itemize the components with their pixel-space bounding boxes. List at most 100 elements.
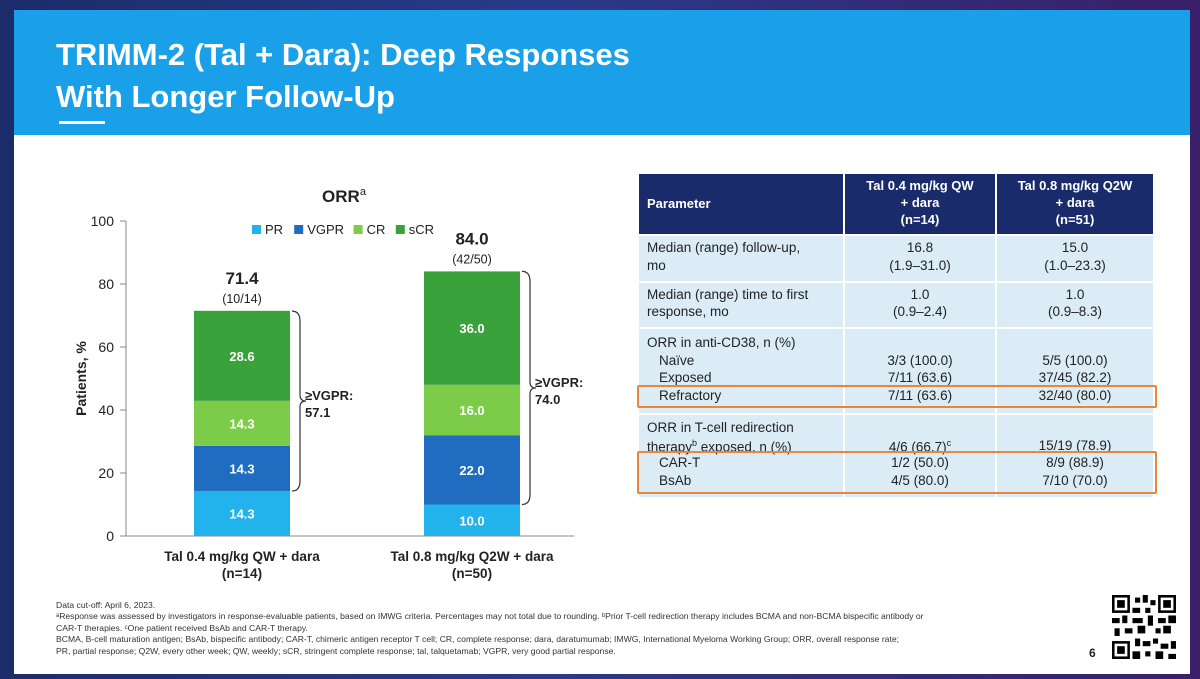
table-value-arm1: 16.8: [906, 240, 934, 255]
y-tick-label: 0: [106, 528, 114, 544]
group-arm1-cell: 16.8 (1.9–31.0): [845, 236, 995, 281]
bar-segment-scr: [194, 310, 290, 401]
table-param-label: Median (range) follow-up,: [647, 240, 801, 255]
title-line-2: With Longer Follow-Up: [56, 79, 395, 114]
x-category-n: (n=50): [452, 566, 492, 581]
table-value-arm1: 4/5 (80.0): [891, 472, 949, 488]
table-param-label: CAR-T: [659, 455, 701, 470]
group-param-cell: ORR in anti-CD38, n (%) Naïve Exposed Refra…: [639, 329, 843, 413]
bar-total-label: 84.0: [455, 229, 488, 248]
header-cell-arm-1: Tal 0.4 mg/kg QW + dara (n=14): [845, 174, 995, 234]
bar-segment-vgpr: [424, 435, 520, 505]
bar-segment-pr: [424, 504, 520, 536]
orr-stacked-bar-chart: ORRa PR VGPR CR sCR 0 20 40 60 80 100 Patients, % 14…: [73, 186, 583, 581]
footnotes: Data cut-off: April 6, 2023. ᵃResponse w…: [56, 600, 1076, 657]
group-arm1-cell: 4/6 (66.7)c 1/2 (50.0) 4/5 (80.0): [845, 415, 995, 497]
header-cell-parameter: Parameter: [639, 174, 843, 234]
footnote-a: ᵃResponse was assessed by investigators …: [56, 611, 924, 622]
y-tick-label: 60: [98, 339, 114, 355]
table-group-1: Median (range) follow-up, mo 16.8 (1.9–31.0…: [639, 236, 1155, 281]
title-line-1: TRIMM-2 (Tal + Dara): Deep Responses: [56, 37, 630, 72]
table-value-arm1: (0.9–2.4): [892, 304, 948, 319]
table-param-label: therapyb exposed, n (%): [647, 437, 792, 455]
legend-swatch-vgpr: [294, 225, 304, 234]
bar-total-label: 71.4: [225, 269, 259, 288]
header-arm-line: (n=14): [900, 212, 940, 227]
bar-segment-scr: [424, 271, 520, 385]
table-param-label: Naïve: [659, 352, 695, 368]
x-category-n: (n=14): [222, 566, 262, 581]
table-header-row: Parameter Tal 0.4 mg/kg QW + dara (n=14) Tal…: [639, 174, 1155, 234]
table-param-label: mo: [647, 257, 666, 273]
footnote-cutoff: Data cut-off: April 6, 2023.: [56, 600, 156, 610]
table-value-arm2: 15/19 (78.9): [1038, 437, 1112, 453]
x-category-label: Tal 0.4 mg/kg QW + dara: [164, 549, 320, 564]
y-tick-label: 80: [98, 276, 114, 292]
table-param-label: Median (range) time to first: [647, 286, 809, 302]
slide-title: TRIMM-2 (Tal + Dara): Deep Responses Wit…: [56, 34, 630, 118]
vgpr-label: ≥VGPR:: [535, 375, 583, 390]
table-group-2: Median (range) time to first response, mo…: [639, 283, 1155, 327]
group-param-cell: ORR in T-cell redirection therapyb expose…: [639, 415, 843, 497]
highlight-cart-bsab-rows: [637, 451, 1157, 494]
legend-swatch-scr: [395, 225, 405, 234]
y-tick-label: 20: [98, 465, 114, 481]
table-value-arm1: 1.0: [910, 286, 930, 302]
bar-segment-pr: [194, 490, 290, 536]
table-value-arm1: 7/11 (63.6): [887, 387, 953, 403]
header-arm-line: + dara: [1055, 195, 1095, 210]
vgpr-label: ≥VGPR:: [305, 388, 353, 403]
legend-label-vgpr: VGPR: [307, 222, 344, 237]
highlight-refractory-row: [637, 384, 1157, 408]
bar-total-fraction: (10/14): [222, 292, 262, 306]
group-arm2-cell: 15/19 (78.9) 8/9 (88.9) 7/10 (70.0): [997, 415, 1153, 497]
slide: TRIMM-2 (Tal + Dara): Deep Responses Wit…: [14, 10, 1190, 674]
table-value-arm2: 1.0: [1065, 286, 1085, 302]
bar-value-label: 10.0: [459, 513, 484, 528]
header-arm-line: Tal 0.4 mg/kg QW: [866, 178, 974, 193]
table-group-4: ORR in T-cell redirection therapyb expose…: [639, 415, 1155, 497]
group-arm1-cell: 1.0 (0.9–2.4): [845, 283, 995, 327]
table-param-label: ORR in anti-CD38, n (%): [647, 335, 796, 350]
group-arm1-cell: 3/3 (100.0) 7/11 (63.6) 7/11 (63.6): [845, 329, 995, 413]
table-value-arm2: 8/9 (88.9): [1046, 455, 1104, 470]
table-value-arm1: 4/6 (66.7)c: [888, 437, 952, 455]
header-parameter-label: Parameter: [647, 196, 711, 211]
header-cell-arm-2: Tal 0.8 mg/kg Q2W + dara (n=51): [997, 174, 1153, 234]
footnote-bc: CAR-T therapies. ᶜOne patient received B…: [56, 622, 308, 633]
table-value-arm1: 1/2 (50.0): [891, 455, 949, 470]
table-value-arm1: (1.9–31.0): [889, 257, 951, 273]
header-arm-line: + dara: [900, 195, 940, 210]
bar-value-label: 14.3: [229, 461, 254, 476]
vgpr-value: 57.1: [305, 405, 330, 420]
chart-title: ORRa: [322, 186, 367, 206]
legend-swatch-cr: [353, 225, 363, 234]
footnote-abbrev-1: BCMA, B-cell maturation antigen; BsAb, b…: [56, 634, 900, 645]
group-arm2-cell: 15.0 (1.0–23.3): [997, 236, 1153, 281]
qr-code-icon[interactable]: [1112, 595, 1176, 659]
table-value-arm2: (0.9–8.3): [1047, 304, 1103, 319]
table-param-label: Refractory: [659, 387, 722, 403]
y-tick-label: 100: [91, 213, 115, 229]
legend-label-scr: sCR: [409, 222, 434, 237]
footnote-marker: b: [692, 437, 698, 448]
legend-swatch-pr: [252, 225, 261, 234]
x-category-label: Tal 0.8 mg/kg Q2W + dara: [391, 549, 554, 564]
vgpr-bracket: [521, 270, 537, 506]
slide-header: TRIMM-2 (Tal + Dara): Deep Responses Wit…: [14, 10, 1190, 135]
header-arm-line: Tal 0.8 mg/kg Q2W: [1017, 178, 1133, 193]
table-value-arm1: 3/3 (100.0): [887, 352, 953, 368]
footnote-marker: c: [946, 437, 952, 448]
y-axis-label: Patients, %: [73, 341, 89, 416]
table-value-arm2: (1.0–23.3): [1044, 257, 1106, 273]
header-arm-line: (n=51): [1055, 212, 1095, 227]
bar-value-label: 14.3: [229, 506, 254, 521]
group-param-cell: Median (range) follow-up, mo: [639, 236, 843, 281]
group-arm2-cell: 1.0 (0.9–8.3): [997, 283, 1153, 327]
title-underline: [59, 121, 105, 124]
legend-label-pr: PR: [265, 222, 283, 237]
bar-value-label: 14.3: [229, 416, 254, 431]
table-value-arm2: 15.0: [1061, 240, 1089, 255]
table-param-label: Exposed: [659, 370, 712, 385]
table-value-arm2: 5/5 (100.0): [1042, 352, 1108, 368]
